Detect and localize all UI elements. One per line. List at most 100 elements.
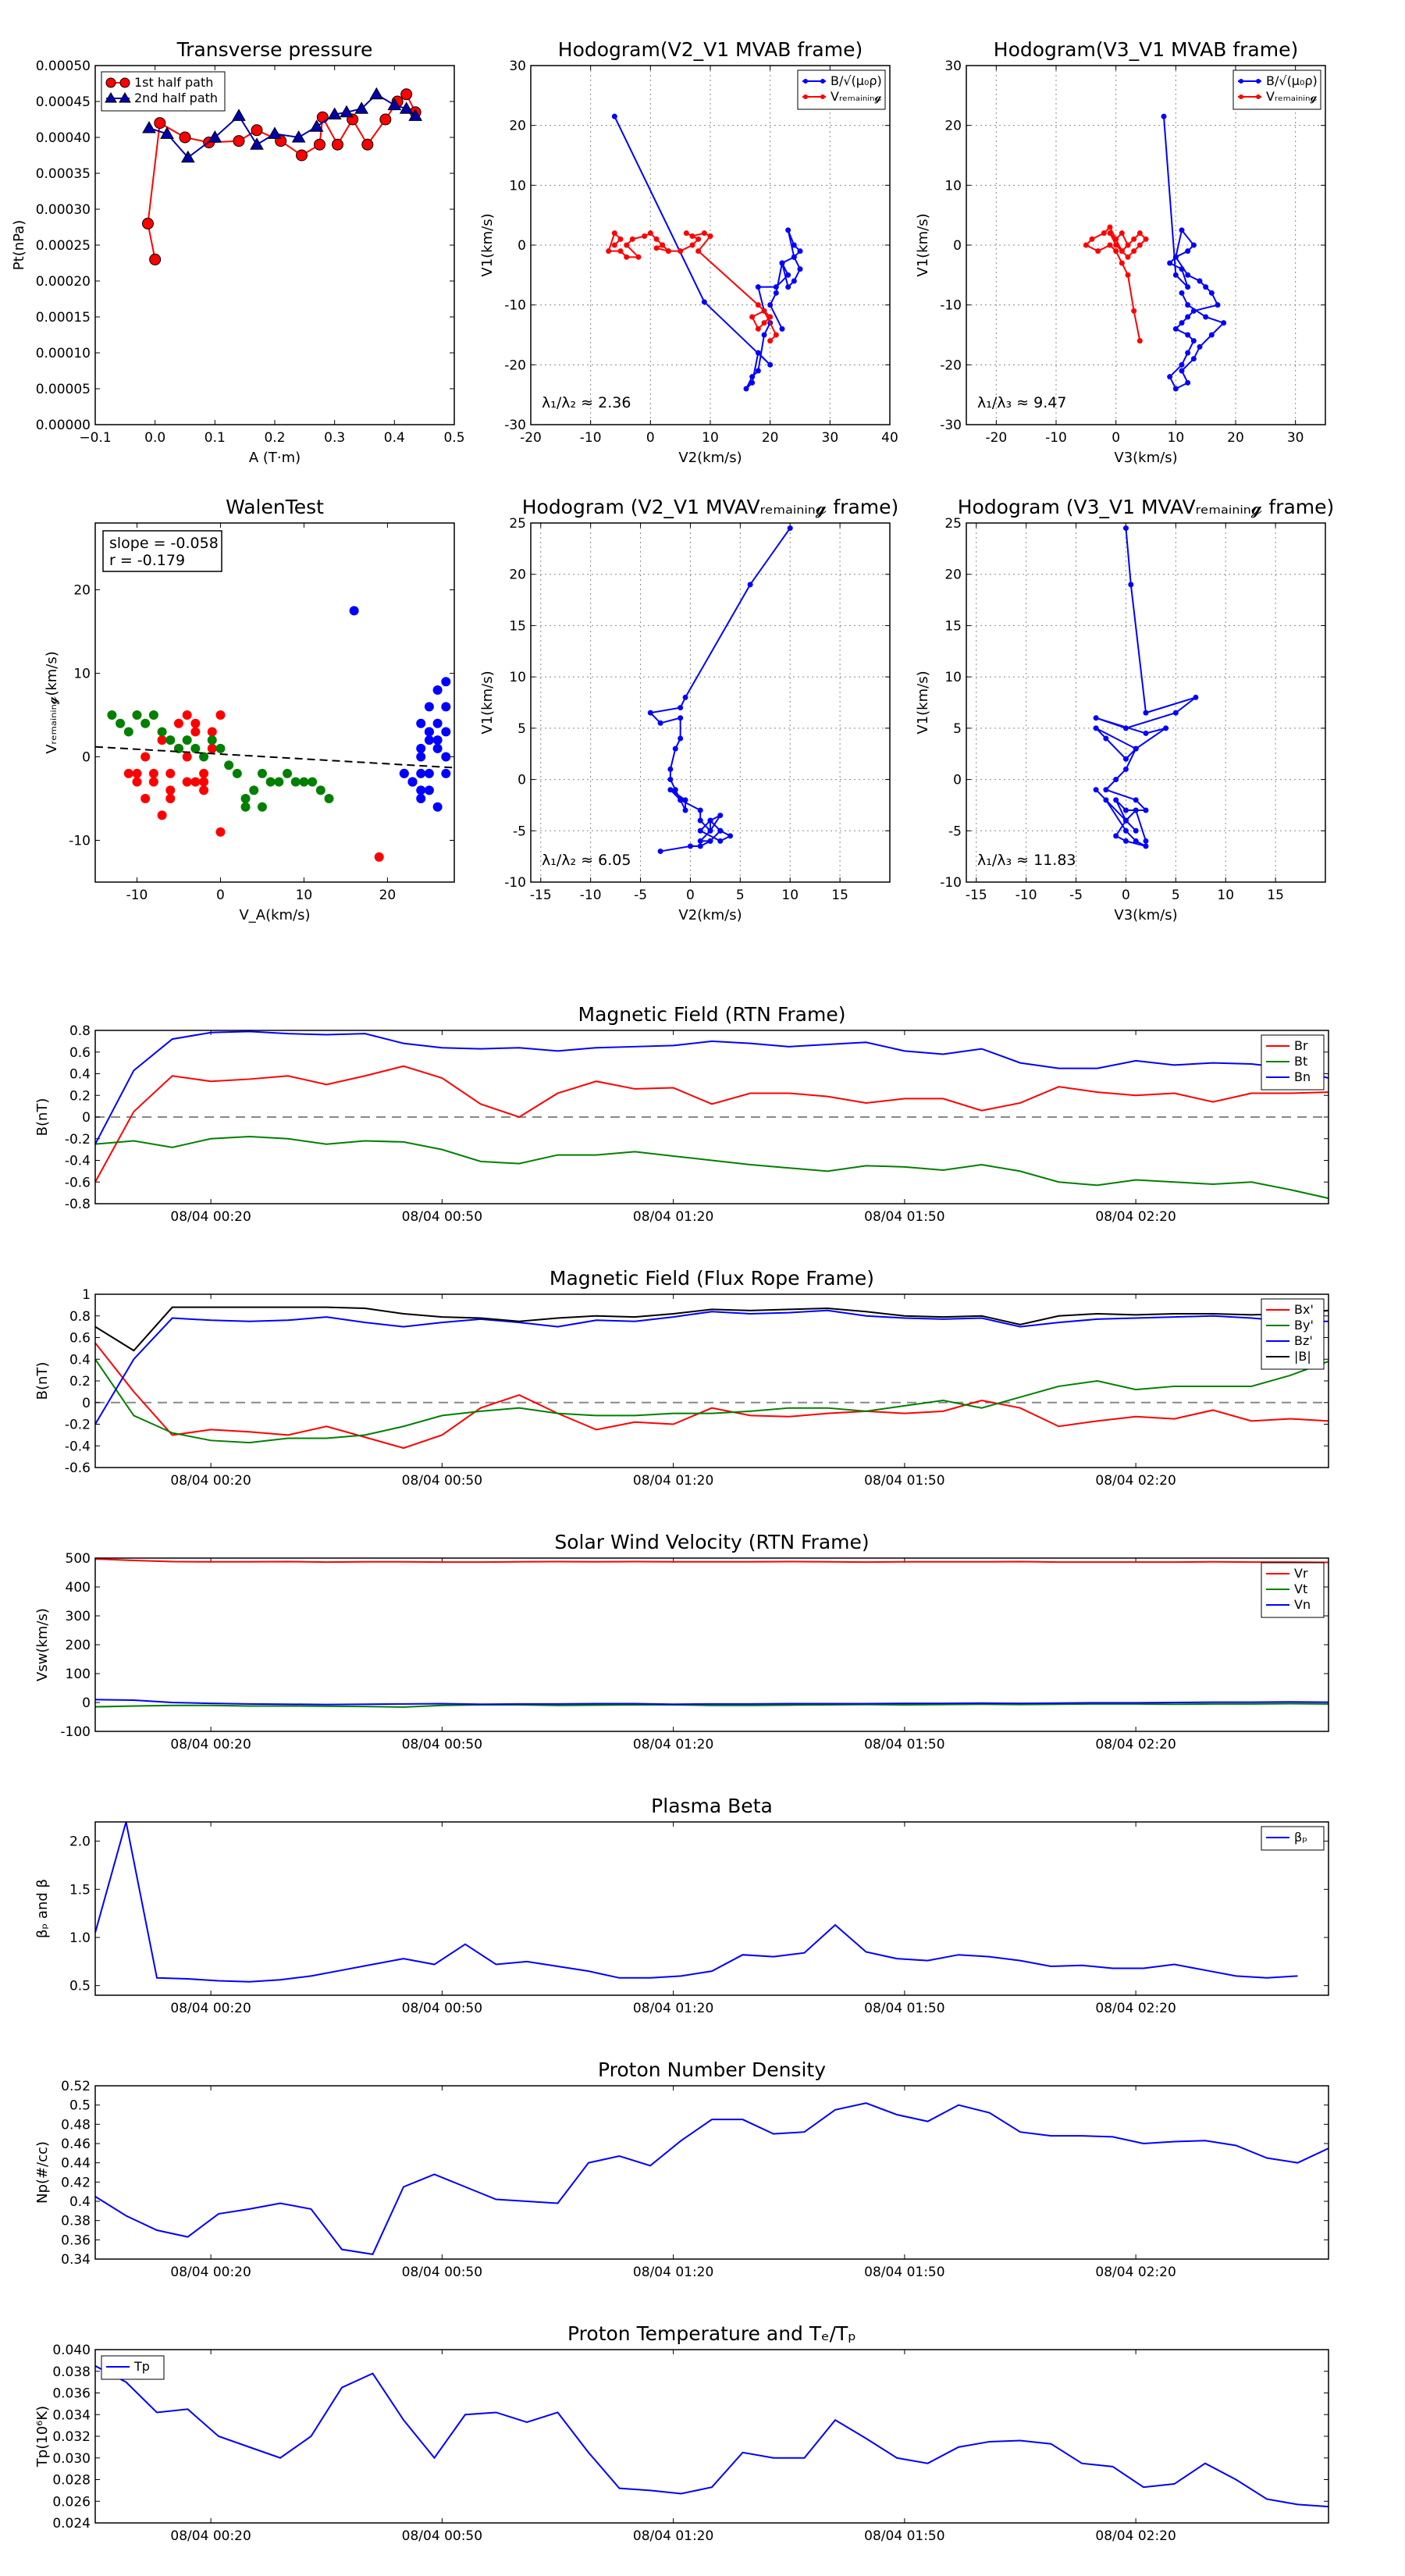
x-tick-label: 10 <box>1168 430 1185 446</box>
chart-title: Proton Number Density <box>598 2058 826 2081</box>
legend-label: Vᵣₑₘₐᵢₙᵢₙ𝓰 <box>1266 89 1318 104</box>
x-tick-label: -10 <box>1045 430 1067 446</box>
data-point <box>441 752 451 762</box>
data-point <box>165 794 176 804</box>
x-tick-label: 08/04 00:50 <box>402 2001 482 2016</box>
chart-hodogram-v3-v1-mvav: Hodogram (V3_V1 MVAVᵣₑₘₐᵢₙᵢₙ𝓰 frame)-15-… <box>915 496 1334 923</box>
y-tick-label: -0.2 <box>65 1418 91 1433</box>
data-point <box>665 248 671 254</box>
data-point <box>199 752 209 762</box>
data-point <box>682 694 688 700</box>
data-point <box>424 727 434 737</box>
chart-solar-wind-velocity: Solar Wind Velocity (RTN Frame) 08/04 00:… <box>34 1531 1329 1752</box>
data-point <box>1122 838 1129 844</box>
x-tick-label: 08/04 01:20 <box>633 2001 713 2016</box>
y-tick-label: 5 <box>518 721 526 737</box>
y-tick-label: 25 <box>944 516 962 532</box>
data-point <box>1172 386 1179 392</box>
y-axis-label: V1(km/s) <box>479 671 496 734</box>
data-point <box>1095 248 1101 254</box>
data-point <box>755 326 761 332</box>
data-point <box>672 787 678 793</box>
data-point <box>1093 787 1099 793</box>
data-point <box>1122 817 1129 824</box>
data-point <box>327 107 342 120</box>
data-point <box>249 785 259 795</box>
x-axis-label: A (T·m) <box>249 450 301 466</box>
data-point <box>154 117 166 130</box>
y-tick-label: 0.00000 <box>36 418 91 433</box>
data-point <box>240 802 251 812</box>
data-point <box>657 849 663 855</box>
y-tick-label: 20 <box>509 119 526 134</box>
data-point <box>432 802 443 812</box>
data-point <box>379 113 392 126</box>
y-tick-label: 0.4 <box>69 1067 91 1083</box>
data-point <box>779 260 785 266</box>
data-point <box>332 138 343 151</box>
data-point <box>314 138 325 151</box>
y-tick-label: 0.00030 <box>36 202 91 218</box>
data-point <box>1167 374 1173 380</box>
data-point <box>182 752 192 762</box>
y-tick-label: 0.4 <box>69 2194 91 2210</box>
data-point <box>354 101 369 114</box>
data-point <box>791 242 797 248</box>
y-axis-label: V1(km/s) <box>479 213 496 276</box>
y-tick-label: 0.00040 <box>36 130 91 146</box>
data-point <box>416 794 426 804</box>
data-point <box>1185 379 1191 386</box>
chart-title: Solar Wind Velocity (RTN Frame) <box>554 1531 869 1553</box>
data-point <box>1208 332 1215 338</box>
data-point <box>642 233 648 239</box>
legend-marker <box>1256 79 1261 84</box>
data-point <box>761 332 767 338</box>
data-point <box>374 852 384 862</box>
data-point <box>1107 224 1113 230</box>
x-tick-label: 30 <box>1287 430 1304 446</box>
data-point <box>678 705 684 711</box>
data-point <box>749 374 756 380</box>
x-axis-label: V2(km/s) <box>678 450 742 466</box>
legend-label: B/√(μ₀ρ) <box>1266 73 1318 88</box>
x-tick-label: −0.1 <box>79 430 111 446</box>
data-point <box>407 777 418 787</box>
data-point <box>1133 838 1139 844</box>
chart-plasma-beta: Plasma Beta 08/04 00:20 08/04 00:50 08/04 0… <box>34 1795 1329 2016</box>
y-axis-label: V1(km/s) <box>915 213 931 276</box>
data-point <box>624 254 630 260</box>
series-line-βₚ <box>95 1822 1298 1983</box>
y-tick-label: 0.52 <box>61 2079 91 2094</box>
series-line-Bn <box>95 1030 1329 1145</box>
data-point <box>749 314 756 320</box>
data-point <box>761 308 767 314</box>
data-point <box>165 768 176 778</box>
data-point <box>140 752 151 762</box>
data-point <box>148 768 158 778</box>
data-point <box>773 290 779 296</box>
data-point <box>424 785 434 795</box>
data-point <box>1103 787 1109 793</box>
y-tick-label: -0.4 <box>65 1439 91 1454</box>
data-point <box>299 777 309 787</box>
y-tick-label: 0.6 <box>69 1045 91 1061</box>
data-point <box>190 727 201 737</box>
data-point <box>1185 272 1191 278</box>
chart-title: Hodogram (V3_V1 MVAVᵣₑₘₐᵢₙᵢₙ𝓰 frame) <box>958 496 1335 518</box>
data-point <box>697 838 703 844</box>
data-point <box>142 121 156 133</box>
data-point <box>1101 230 1107 237</box>
x-tick-label: -20 <box>985 430 1007 446</box>
data-point <box>667 766 674 772</box>
series-line-Bx' <box>95 1342 1329 1450</box>
data-point <box>250 137 264 150</box>
legend-label: Br <box>1294 1038 1308 1053</box>
data-point <box>1185 332 1191 338</box>
data-point <box>1113 248 1119 254</box>
y-tick-label: 20 <box>944 119 962 134</box>
y-tick-label: 10 <box>509 670 526 685</box>
series-line-series <box>95 2102 1329 2255</box>
x-tick-label: 0.2 <box>264 430 285 446</box>
data-point <box>432 735 443 745</box>
